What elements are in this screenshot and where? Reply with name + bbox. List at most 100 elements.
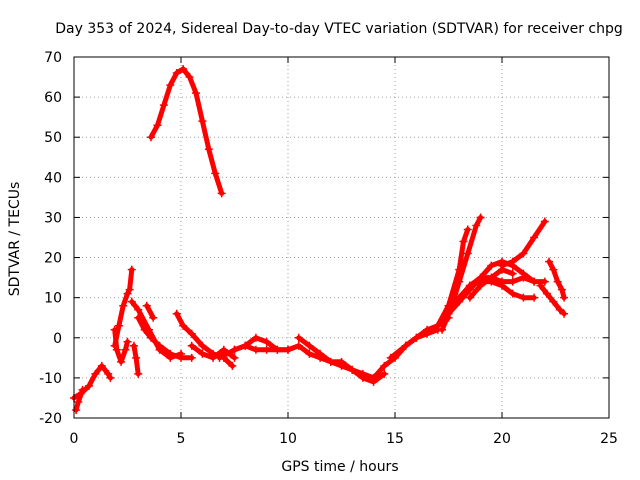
data-point-marker (172, 309, 181, 318)
data-point-marker (498, 261, 506, 270)
data-point-marker (423, 329, 432, 338)
data-point-marker (545, 257, 554, 266)
data-point-marker (134, 313, 143, 322)
data-point-marker (104, 369, 113, 378)
data-point-marker (191, 89, 200, 98)
data-point-marker (476, 273, 485, 282)
data-point-marker (530, 277, 539, 286)
data-point-marker (187, 341, 196, 350)
data-point-marker (380, 361, 389, 370)
plot-frame (73, 56, 610, 419)
axis-ticks: 0 5 10 15 20 25 -20 -10 0 10 20 30 40 50 60 70 (39, 50, 618, 447)
data-point-marker (198, 341, 207, 350)
y-tick-label: 30 (44, 210, 62, 226)
data-point-marker (72, 405, 81, 414)
plot-series (70, 65, 569, 414)
data-point-marker (84, 381, 93, 390)
data-point-marker (536, 281, 545, 290)
data-point-marker (230, 345, 239, 354)
data-point-marker (284, 345, 292, 354)
y-tick-label: 50 (44, 130, 62, 146)
data-point-marker (305, 341, 314, 350)
data-point-marker (142, 301, 151, 310)
data-point-marker (348, 365, 357, 374)
series-arc-04 (110, 325, 132, 366)
data-point-marker (166, 81, 175, 90)
data-point-marker (153, 121, 162, 130)
data-point-marker (78, 385, 87, 394)
data-point-marker (215, 353, 224, 362)
data-point-marker (508, 289, 517, 298)
data-point-marker (228, 361, 237, 370)
data-point-marker (358, 369, 367, 378)
data-point-marker (147, 133, 156, 142)
data-point-marker (305, 349, 314, 358)
data-point-marker (155, 341, 164, 350)
data-point-marker (519, 273, 528, 282)
data-point-marker (455, 297, 464, 306)
chart-title: Day 353 of 2024, Sidereal Day-to-day VTE… (55, 21, 623, 37)
series-arc-22 (465, 265, 517, 302)
y-tick-label: -10 (39, 371, 62, 387)
data-point-marker (433, 321, 442, 330)
x-tick-label: 0 (70, 431, 79, 447)
data-point-marker (519, 249, 528, 258)
series-line (148, 66, 225, 196)
data-point-marker (262, 337, 271, 346)
data-point-marker (540, 277, 549, 286)
series-arc-24 (536, 281, 569, 318)
series-arc-08 (142, 301, 158, 322)
data-point-marker (140, 325, 149, 334)
data-point-marker (147, 333, 156, 342)
data-point-marker (211, 169, 220, 178)
data-point-marker (530, 233, 539, 242)
data-point-marker (91, 369, 100, 378)
data-point-marker (129, 341, 138, 350)
x-tick-label: 20 (493, 431, 511, 447)
y-tick-label: 0 (53, 331, 62, 347)
series-arc-09 (147, 65, 226, 198)
data-point-marker (294, 341, 303, 350)
data-point-marker (219, 345, 228, 354)
data-point-marker (241, 341, 250, 350)
y-tick-label: -20 (39, 411, 62, 427)
data-point-marker (542, 289, 551, 298)
data-point-marker (134, 369, 143, 378)
data-point-marker (117, 357, 126, 366)
data-point-marker (412, 333, 421, 342)
data-point-marker (386, 353, 395, 362)
data-point-marker (110, 325, 119, 334)
data-point-marker (204, 145, 213, 154)
data-point-marker (438, 325, 447, 334)
data-point-marker (123, 337, 132, 346)
data-point-marker (112, 345, 121, 354)
data-point-marker (560, 293, 569, 302)
series-arc-06 (129, 341, 143, 378)
y-tick-label: 40 (44, 170, 62, 186)
data-point-marker (508, 277, 517, 286)
data-point-marker (476, 213, 485, 222)
data-point-marker (540, 217, 549, 226)
data-point-marker (549, 265, 558, 274)
series-arc-16 (386, 325, 442, 362)
data-point-marker (369, 373, 378, 382)
data-point-marker (123, 289, 132, 298)
data-point-marker (172, 69, 181, 78)
data-point-marker (74, 397, 83, 406)
data-point-marker (121, 345, 130, 354)
series-arc-02 (72, 385, 87, 414)
data-point-marker (132, 353, 141, 362)
y-tick-label: 20 (44, 251, 62, 267)
data-point-marker (127, 265, 136, 274)
data-point-marker (326, 357, 335, 366)
data-point-marker (463, 225, 472, 234)
data-point-marker (444, 309, 453, 318)
data-point-marker (455, 277, 464, 286)
data-point-marker (294, 333, 303, 342)
data-point-marker (127, 297, 136, 306)
x-tick-label: 25 (600, 431, 618, 447)
x-tick-label: 5 (177, 431, 186, 447)
x-tick-label: 15 (386, 431, 404, 447)
data-point-marker (251, 345, 260, 354)
